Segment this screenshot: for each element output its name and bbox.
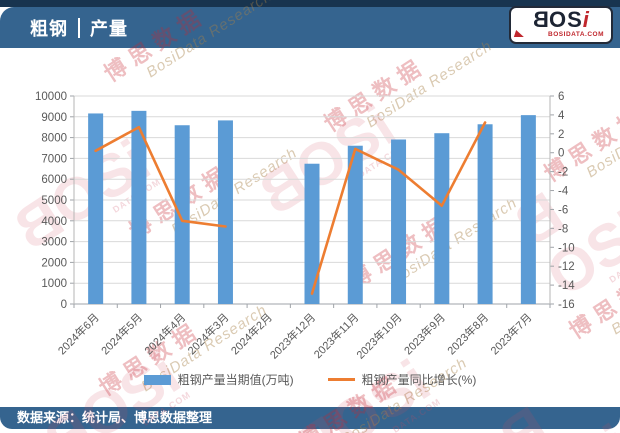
chart-area: 0 1000 2000 3000 4000 5000 6000 7000 8000 9000 100… (0, 55, 620, 385)
x-axis-tick-label: 2023年11月 (311, 310, 362, 361)
right-axis-tick-label: -10 (558, 242, 575, 254)
bar-2024年4月 (174, 125, 190, 304)
left-axis-tick-label: 9000 (41, 112, 67, 124)
x-axis-tick-label: 2023年8月 (444, 310, 491, 357)
chart-svg: 0 1000 2000 3000 4000 5000 6000 7000 8000 9000 100… (35, 91, 575, 362)
right-axis-tick-label: 0 (558, 148, 564, 160)
legend-line-swatch (327, 378, 355, 381)
x-axis-tick-label: 2024年4月 (141, 310, 188, 357)
right-axis-tick-label: -8 (558, 223, 568, 235)
x-axis-tick-label: 2024年6月 (55, 310, 102, 357)
x-axis-tick-label: 2024年2月 (228, 310, 275, 357)
legend-bar-label: 粗钢产量当期值(万吨) (177, 373, 294, 387)
bar-2024年6月 (88, 113, 104, 304)
bosi-logo-text: BOSi (511, 7, 611, 32)
right-axis-tick-label: -16 (558, 299, 575, 311)
left-axis-tick-label: 3000 (41, 237, 67, 249)
page-title-secondary: 产量 (90, 18, 128, 39)
bar-2024年3月 (217, 120, 233, 304)
logo-domain-text: BOSIDATA.COM (548, 31, 604, 38)
left-axis-tick-label: 8000 (41, 133, 67, 145)
x-axis-tick-label: 2024年5月 (98, 310, 145, 357)
bar-2023年12月 (304, 163, 320, 304)
right-axis-tick-label: -2 (558, 167, 568, 179)
right-axis-tick-label: -12 (558, 261, 575, 273)
bar-2023年10月 (391, 139, 407, 304)
right-axis-tick-label: 6 (558, 91, 564, 103)
title-separator (78, 17, 80, 38)
bar-2023年11月 (347, 145, 363, 304)
bar-2023年8月 (477, 124, 493, 304)
x-axis-tick-label: 2023年7月 (487, 310, 534, 357)
x-axis-tick-label: 2023年12月 (267, 310, 318, 361)
legend-bar-swatch (143, 374, 171, 385)
legend-line-label: 粗钢产量同比增长(%) (361, 373, 477, 387)
page-title-primary: 粗钢 (30, 18, 68, 39)
right-axis-tick-label: -4 (558, 186, 569, 198)
top-border-strip (0, 0, 620, 7)
legend-item-bar-series: 粗钢产量当期值(万吨) (143, 371, 294, 388)
legend-item-line-series: 粗钢产量同比增长(%) (327, 371, 477, 388)
left-axis-tick-label: 0 (61, 299, 67, 311)
left-axis-tick-label: 5000 (41, 195, 67, 207)
logo-letter-i: i (582, 7, 590, 32)
x-axis-tick-label: 2023年10月 (353, 310, 404, 361)
bar-2023年7月 (520, 115, 536, 304)
logo-letter-b: B (532, 7, 549, 32)
left-axis-tick-label: 10000 (35, 91, 67, 103)
left-axis-tick-label: 1000 (41, 278, 67, 290)
footer-bar: 数据来源：统计局、博思数据整理 (0, 407, 620, 429)
page-title: 粗钢 产量 (0, 7, 620, 48)
left-axis-tick-label: 6000 (41, 174, 67, 186)
logo-letters-os: OS (548, 7, 583, 32)
right-axis-tick-label: -14 (558, 280, 575, 292)
left-axis-tick-label: 4000 (41, 216, 67, 228)
x-axis-tick-label: 2023年9月 (401, 310, 448, 357)
x-axis-tick-label: 2024年3月 (184, 310, 231, 357)
chart-legend: 粗钢产量当期值(万吨) 粗钢产量同比增长(%) (0, 371, 620, 388)
left-axis-tick-label: 2000 (41, 257, 67, 269)
bar-2024年5月 (131, 110, 147, 304)
data-source-text: 数据来源：统计局、博思数据整理 (17, 410, 213, 425)
right-axis-tick-label: -6 (558, 204, 568, 216)
growth-line (94, 121, 487, 295)
right-axis-tick-label: 2 (558, 129, 564, 141)
right-axis-tick-label: 4 (558, 110, 565, 122)
bar-2023年9月 (434, 133, 450, 304)
bosi-logo: BOSi BOSIDATA.COM (509, 6, 613, 44)
left-axis-tick-label: 7000 (41, 153, 67, 165)
